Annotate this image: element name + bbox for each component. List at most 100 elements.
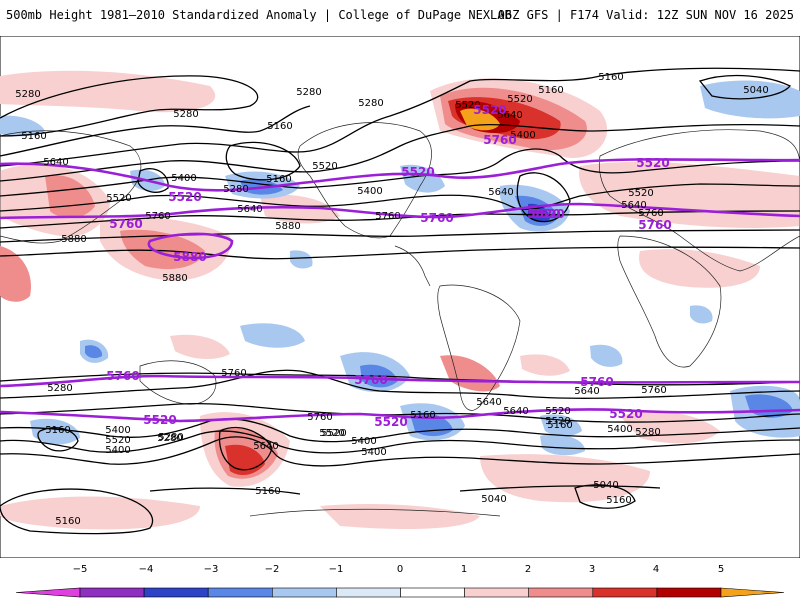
contour-label: 5160 — [266, 174, 291, 185]
contour-label: 5640 — [237, 204, 262, 215]
contour-label: 5760 — [109, 217, 142, 231]
contour-label: 5520 — [628, 188, 653, 199]
contour-label: 5520 — [321, 428, 346, 439]
colorbar-swatch — [528, 587, 594, 598]
height-contours-black — [0, 67, 800, 535]
colorbar-tick: −1 — [329, 564, 344, 575]
contour-label: 5160 — [45, 425, 70, 436]
contour-label: 5040 — [743, 85, 768, 96]
colorbar-swatch — [720, 587, 785, 598]
contour-label: 5400 — [607, 424, 632, 435]
contour-label: 5280 — [47, 383, 72, 394]
contour-label: 5160 — [598, 72, 623, 83]
contour-label: 5520 — [473, 103, 506, 117]
contour-label: 5400 — [510, 130, 535, 141]
contour-label: 5400 — [361, 447, 386, 458]
colorbar-swatch — [207, 587, 273, 598]
colorbar-tick: −3 — [204, 564, 219, 575]
contour-label: 5520 — [545, 406, 570, 417]
contour-label: 5760 — [307, 412, 332, 423]
colorbar-tick: 3 — [589, 564, 595, 575]
contour-label: 5760 — [420, 211, 453, 225]
contour-label: 5880 — [173, 250, 206, 264]
colorbar-tick: 4 — [653, 564, 659, 575]
colorbar-swatch — [400, 587, 465, 598]
contour-label: 5520 — [636, 156, 669, 170]
contour-label: 5640 — [497, 110, 522, 121]
contour-label: 5520 — [527, 207, 560, 221]
contour-label: 5520 — [374, 415, 407, 429]
contour-label: 5520 — [319, 428, 344, 439]
colorbar-swatch — [15, 587, 81, 598]
contour-label: 5520 — [531, 207, 564, 221]
contour-label: 5160 — [410, 410, 435, 421]
contour-label: 5760 — [145, 211, 170, 222]
colorbar-tick: 1 — [461, 564, 467, 575]
contour-label: 5400 — [171, 173, 196, 184]
contour-label: 5760 — [580, 375, 613, 389]
contour-label: 5760 — [638, 218, 671, 232]
colorbar-swatch — [592, 587, 658, 598]
contour-label: 5520 — [401, 165, 434, 179]
contour-label: 5640 — [43, 157, 68, 168]
contour-label: 5520 — [168, 190, 201, 204]
anomaly-map: 5160 5280 5280 5280 5160 5640 5400 5520 … — [0, 36, 800, 558]
colorbar-swatch — [143, 587, 209, 598]
contour-label: 5280 — [158, 432, 183, 443]
contour-label: 5640 — [476, 397, 501, 408]
contour-label: 5040 — [481, 494, 506, 505]
contour-label: 5520 — [545, 416, 570, 427]
contour-label: 5280 — [296, 87, 321, 98]
colorbar-tick: −4 — [139, 564, 154, 575]
colorbar-tick: 5 — [718, 564, 724, 575]
contour-label: 5160 — [21, 131, 46, 142]
contour-label: 5760 — [354, 373, 387, 387]
contour-label: 5400 — [105, 425, 130, 436]
height-contours-purple — [0, 158, 800, 423]
contour-label: 5640 — [488, 187, 513, 198]
contour-label: 5520 — [507, 94, 532, 105]
contour-label: 5640 — [253, 441, 278, 452]
contour-label: 5760 — [375, 211, 400, 222]
contour-label: 5760 — [638, 208, 663, 219]
contour-label: 5520 — [106, 193, 131, 204]
contour-label: 5760 — [106, 369, 139, 383]
contour-label: 5760 — [221, 368, 246, 379]
contour-label: 5280 — [358, 98, 383, 109]
contour-label: 5280 — [157, 433, 182, 444]
colorbar-swatch — [79, 587, 145, 598]
contour-label: 5640 — [574, 386, 599, 397]
colorbar-swatches — [15, 587, 785, 598]
contour-label: 5640 — [503, 406, 528, 417]
contour-label: 5880 — [61, 234, 86, 245]
colorbar-swatch — [464, 587, 530, 598]
contour-label: 5280 — [15, 89, 40, 100]
colorbar-tick: −2 — [265, 564, 280, 575]
contour-label: 5400 — [105, 445, 130, 456]
contour-label: 5160 — [606, 495, 631, 506]
contour-label: 5280 — [635, 427, 660, 438]
contour-label: 5520 — [312, 161, 337, 172]
map-title: 500mb Height 1981–2010 Standardized Anom… — [6, 8, 512, 22]
contour-label: 5520 — [609, 407, 642, 421]
contour-label: 5160 — [547, 420, 572, 431]
colorbar-swatch — [336, 587, 401, 598]
colorbar-tick: 2 — [525, 564, 531, 575]
contour-label: 5880 — [162, 273, 187, 284]
colorbar-tick: 0 — [397, 564, 403, 575]
contour-label: 5760 — [483, 133, 516, 147]
contour-label: 5160 — [55, 516, 80, 527]
contour-label: 5400 — [351, 436, 376, 447]
contour-labels-purple: 5520 5760 5880 5520 5760 5520 5760 5520 … — [106, 103, 671, 429]
header: 500mb Height 1981–2010 Standardized Anom… — [0, 0, 800, 34]
continent-outlines — [0, 122, 800, 517]
contour-label: 5640 — [621, 200, 646, 211]
contour-label: 5520 — [143, 413, 176, 427]
colorbar-tick-labels: −5 −4 −3 −2 −1 0 1 2 3 4 5 — [73, 564, 725, 575]
contour-label: 5520 — [105, 435, 130, 446]
contour-label: 5760 — [641, 385, 666, 396]
contour-label: 5160 — [267, 121, 292, 132]
contour-label: 5280 — [223, 184, 248, 195]
contour-label: 5160 — [255, 486, 280, 497]
contour-label: 5880 — [275, 221, 300, 232]
